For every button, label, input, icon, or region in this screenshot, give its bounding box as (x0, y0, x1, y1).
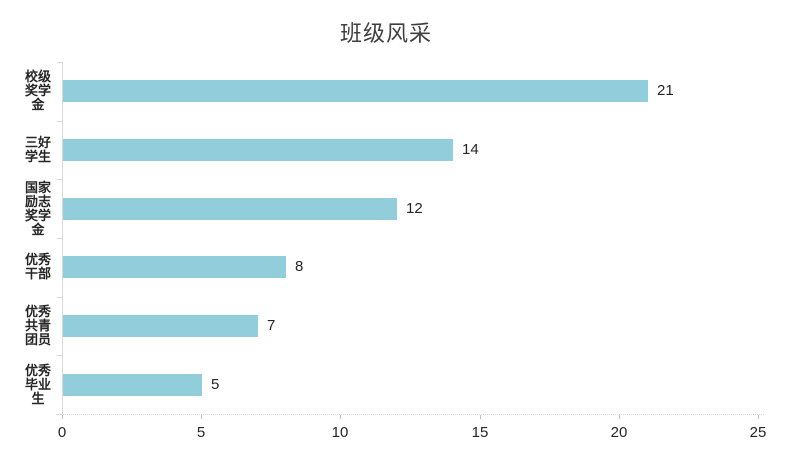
bar (63, 374, 202, 396)
x-axis-tick (758, 415, 759, 419)
value-label: 7 (267, 317, 276, 334)
value-label: 8 (295, 258, 304, 275)
category-label: 优秀 干部 (24, 252, 51, 281)
y-axis-tick (57, 297, 62, 298)
x-axis-tick (480, 415, 481, 419)
x-axis-tick-label: 25 (749, 424, 767, 441)
y-axis-tick (57, 179, 62, 180)
value-label: 5 (211, 376, 220, 393)
value-label: 12 (406, 200, 423, 217)
category-label: 优秀 毕业 生 (24, 363, 51, 406)
x-axis-tick (340, 415, 341, 419)
category-label: 国家 励志 奖学 金 (24, 180, 51, 237)
bar (63, 198, 397, 220)
x-axis-tick-label: 10 (331, 424, 349, 441)
bar (63, 256, 286, 278)
category-label: 三好 学生 (24, 135, 51, 164)
category-label: 优秀 共青 团员 (24, 304, 51, 347)
x-axis-tick (62, 415, 63, 419)
value-label: 14 (462, 141, 479, 158)
x-axis-tick (201, 415, 202, 419)
chart-title: 班级风采 (339, 21, 432, 46)
bar (63, 139, 453, 161)
y-axis-tick (57, 355, 62, 356)
x-axis-line (56, 414, 764, 415)
x-axis-tick-label: 5 (196, 424, 206, 441)
value-label: 21 (657, 82, 674, 99)
x-axis-tick-label: 0 (57, 424, 67, 441)
y-axis-line (62, 62, 63, 414)
x-axis-tick-label: 20 (610, 424, 628, 441)
y-axis-tick (57, 238, 62, 239)
bar (63, 315, 258, 337)
y-axis-tick (57, 62, 62, 63)
category-label: 校级 奖学 金 (24, 69, 51, 112)
x-axis-tick (619, 415, 620, 419)
bar (63, 80, 648, 102)
x-axis-tick-label: 15 (471, 424, 489, 441)
y-axis-tick (57, 121, 62, 122)
